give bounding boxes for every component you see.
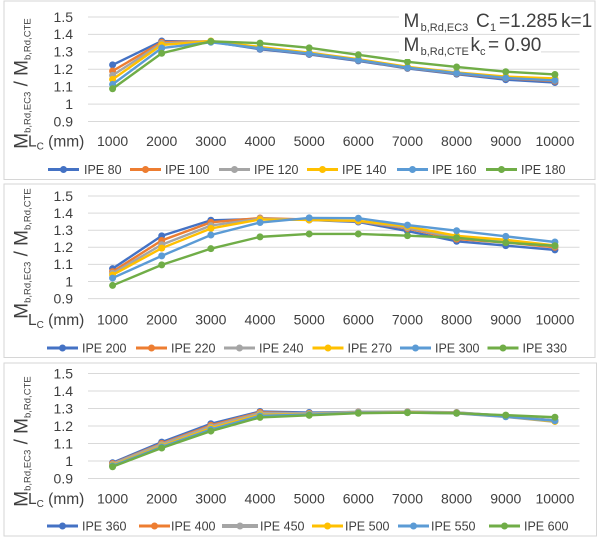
svg-text:1: 1 xyxy=(65,96,73,112)
svg-text:1.3: 1.3 xyxy=(54,44,74,60)
svg-text:1.3: 1.3 xyxy=(54,400,74,416)
svg-text:10000: 10000 xyxy=(535,133,574,149)
svg-text:0.9: 0.9 xyxy=(54,290,74,306)
svg-text:IPE 550: IPE 550 xyxy=(431,519,476,533)
svg-text:1: 1 xyxy=(65,453,73,469)
svg-text:IPE 300: IPE 300 xyxy=(435,341,480,355)
svg-text:0.9: 0.9 xyxy=(54,113,74,129)
svg-text:IPE 120: IPE 120 xyxy=(254,163,299,177)
svg-text:7000: 7000 xyxy=(392,311,423,327)
svg-text:9000: 9000 xyxy=(490,491,521,507)
svg-text:10000: 10000 xyxy=(535,311,574,327)
svg-text:IPE 200: IPE 200 xyxy=(82,341,127,355)
svg-text:IPE 500: IPE 500 xyxy=(345,519,390,533)
svg-text:1: 1 xyxy=(65,273,73,289)
svg-text:5000: 5000 xyxy=(294,133,325,149)
svg-text:IPE 400: IPE 400 xyxy=(171,519,216,533)
svg-text:3000: 3000 xyxy=(195,491,226,507)
svg-text:7000: 7000 xyxy=(392,491,423,507)
svg-text:6000: 6000 xyxy=(343,133,374,149)
svg-text:1.4: 1.4 xyxy=(54,205,74,221)
svg-text:1000: 1000 xyxy=(97,311,128,327)
svg-text:IPE 240: IPE 240 xyxy=(259,341,304,355)
svg-text:6000: 6000 xyxy=(343,491,374,507)
svg-text:0.9: 0.9 xyxy=(54,470,74,486)
svg-text:9000: 9000 xyxy=(490,311,521,327)
svg-text:3000: 3000 xyxy=(195,133,226,149)
svg-text:1.1: 1.1 xyxy=(54,78,74,94)
svg-text:1.5: 1.5 xyxy=(54,365,74,381)
svg-text:1.3: 1.3 xyxy=(54,222,74,238)
svg-text:8000: 8000 xyxy=(441,311,472,327)
svg-text:IPE 600: IPE 600 xyxy=(524,519,569,533)
svg-text:IPE 330: IPE 330 xyxy=(523,341,568,355)
svg-text:IPE 160: IPE 160 xyxy=(432,163,477,177)
svg-text:IPE 80: IPE 80 xyxy=(84,163,122,177)
svg-text:1.2: 1.2 xyxy=(54,61,74,77)
svg-text:1000: 1000 xyxy=(97,133,128,149)
svg-text:IPE 100: IPE 100 xyxy=(165,163,210,177)
svg-text:1.5: 1.5 xyxy=(54,9,74,25)
svg-text:2000: 2000 xyxy=(146,133,177,149)
svg-text:LC (mm): LC (mm) xyxy=(28,312,84,331)
svg-text:1.2: 1.2 xyxy=(54,418,74,434)
svg-text:8000: 8000 xyxy=(441,133,472,149)
svg-text:6000: 6000 xyxy=(343,311,374,327)
svg-text:LC (mm): LC (mm) xyxy=(28,491,84,510)
svg-text:IPE 220: IPE 220 xyxy=(171,341,216,355)
svg-text:10000: 10000 xyxy=(535,491,574,507)
svg-text:7000: 7000 xyxy=(392,133,423,149)
svg-text:IPE 270: IPE 270 xyxy=(348,341,393,355)
svg-text:5000: 5000 xyxy=(294,311,325,327)
svg-text:IPE 450: IPE 450 xyxy=(260,519,305,533)
svg-text:1.4: 1.4 xyxy=(54,383,74,399)
svg-text:1.1: 1.1 xyxy=(54,435,74,451)
svg-text:1.1: 1.1 xyxy=(54,256,74,272)
svg-text:4000: 4000 xyxy=(244,133,275,149)
svg-text:2000: 2000 xyxy=(146,311,177,327)
svg-text:Mb,Rd,CTEkc= 0.90: Mb,Rd,CTEkc = 0.90 xyxy=(404,35,542,58)
svg-text:IPE 180: IPE 180 xyxy=(521,163,566,177)
svg-text:1.2: 1.2 xyxy=(54,239,74,255)
svg-text:IPE 360: IPE 360 xyxy=(82,519,127,533)
svg-text:2000: 2000 xyxy=(146,491,177,507)
svg-text:1000: 1000 xyxy=(97,491,128,507)
svg-text:9000: 9000 xyxy=(490,133,521,149)
svg-text:4000: 4000 xyxy=(244,491,275,507)
svg-text:3000: 3000 xyxy=(195,311,226,327)
svg-text:4000: 4000 xyxy=(244,311,275,327)
svg-text:LC (mm): LC (mm) xyxy=(28,134,84,153)
svg-text:8000: 8000 xyxy=(441,491,472,507)
svg-text:IPE 140: IPE 140 xyxy=(342,163,387,177)
svg-text:5000: 5000 xyxy=(294,491,325,507)
svg-text:1.4: 1.4 xyxy=(54,26,74,42)
svg-text:1.5: 1.5 xyxy=(54,188,74,204)
